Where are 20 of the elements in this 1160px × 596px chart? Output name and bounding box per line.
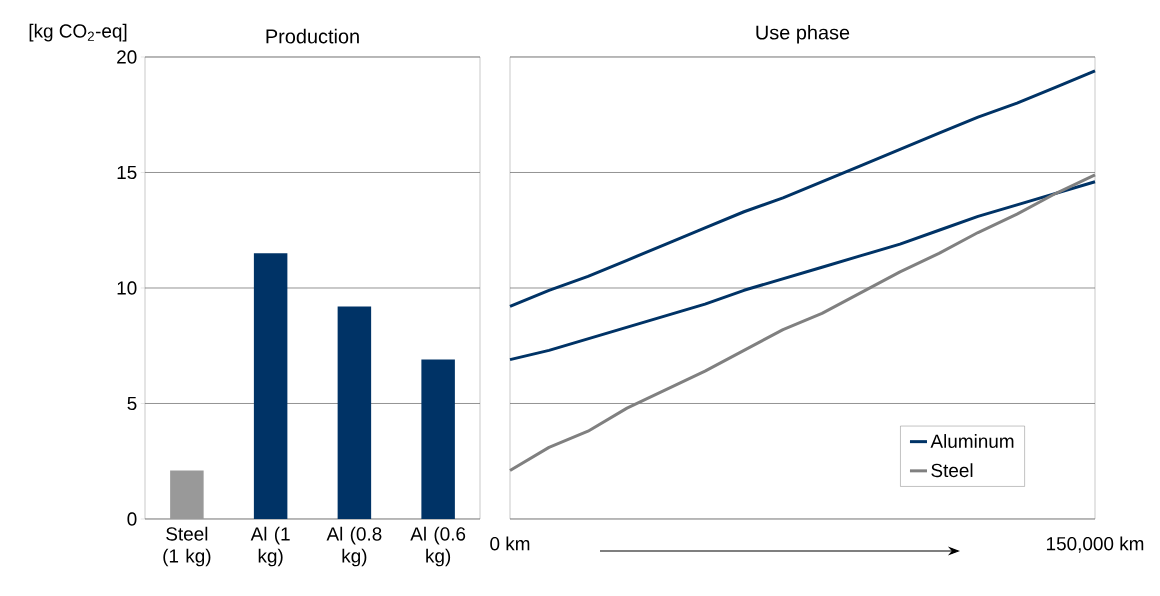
x-tick-label: Steel (1 kg) [163,526,211,567]
bar [253,253,288,519]
bar [170,470,204,519]
bar [421,359,455,519]
y-axis-title: [kg CO$_{2}$-eq] [29,23,127,42]
legend-label: Aluminum [930,434,1014,448]
y-tick-label: 15 [117,165,137,180]
y-tick-label: 10 [117,281,137,295]
x-tick-label: 150,000 km [1046,536,1144,553]
x-tick-label: Al (1 kg) [250,526,290,567]
x-tick-label: Al (0.6 kg) [410,526,466,567]
y-tick-label: 20 [117,50,137,64]
x-tick-label: Al (0.8 kg) [326,526,382,567]
y-tick-label: 5 [127,396,137,411]
y-tick-label: 0 [127,512,137,526]
chart-title: Production [266,28,359,44]
legend-label: Steel [931,463,973,478]
chart-title: Use phase [756,24,850,44]
bar [337,306,372,519]
x-tick-label: 0 km [490,536,530,551]
